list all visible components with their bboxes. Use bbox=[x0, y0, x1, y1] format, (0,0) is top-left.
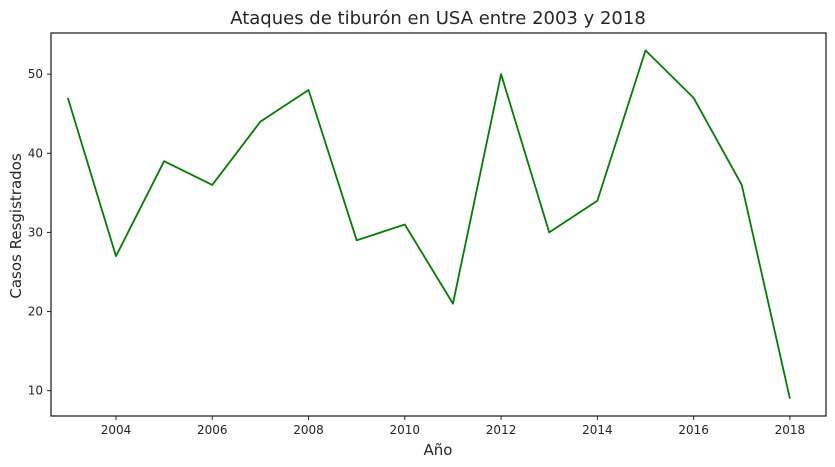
y-tick-label: 20 bbox=[28, 305, 43, 319]
x-tick-label: 2008 bbox=[293, 423, 324, 437]
x-axis: 2004 2006 2008 2010 2012 2014 2016 2018 bbox=[101, 416, 805, 437]
series-line bbox=[66, 49, 791, 399]
x-tick-label: 2006 bbox=[197, 423, 228, 437]
x-tick-label: 2004 bbox=[101, 423, 132, 437]
plot-frame bbox=[50, 32, 827, 417]
x-tick-label: 2016 bbox=[678, 423, 709, 437]
y-axis: 10 20 30 40 50 bbox=[28, 67, 51, 398]
y-tick-label: 40 bbox=[28, 146, 43, 160]
x-axis-label: Año bbox=[424, 441, 453, 459]
y-axis-label: Casos Resgistrados bbox=[7, 153, 25, 298]
y-tick-label: 50 bbox=[28, 67, 43, 81]
y-tick-label: 30 bbox=[28, 225, 43, 239]
x-tick-label: 2018 bbox=[775, 423, 806, 437]
x-tick-label: 2010 bbox=[390, 423, 421, 437]
chart-title: Ataques de tiburón en USA entre 2003 y 2… bbox=[230, 8, 646, 29]
x-tick-label: 2012 bbox=[486, 423, 517, 437]
y-tick-label: 10 bbox=[28, 384, 43, 398]
x-tick-label: 2014 bbox=[582, 423, 613, 437]
